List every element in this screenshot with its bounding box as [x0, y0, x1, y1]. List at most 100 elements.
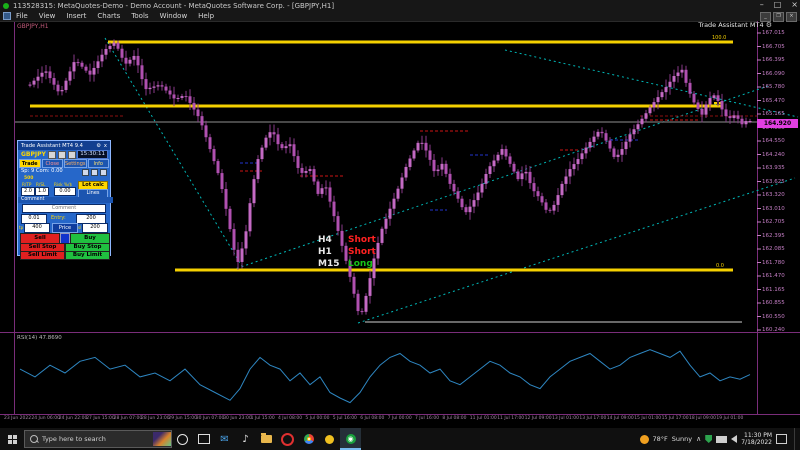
price-tick-label: 164.550	[762, 138, 785, 144]
sell-limit-button[interactable]: Sell Limit	[20, 251, 65, 260]
honeygain-icon[interactable]	[319, 428, 340, 450]
price-tick-label: 165.165	[762, 111, 785, 117]
comment-input[interactable]: Comment	[22, 204, 106, 213]
time-tick-label: 15 Jul 01:00	[634, 416, 662, 421]
panel-tab-settings[interactable]: Settings	[64, 159, 87, 168]
price-tick-label: 161.780	[762, 259, 785, 266]
chrome-icon[interactable]	[298, 428, 319, 450]
time-tick-label: 8 Jul 08:00	[442, 416, 467, 421]
time-tick-label: 13 Jul 01:00	[552, 416, 579, 421]
server-clock: 15:30:11	[77, 150, 108, 159]
rtp-field[interactable]: 2.0	[21, 187, 35, 196]
time-tick-label: 27 Jun 15:00	[86, 416, 115, 421]
gear-icon[interactable]: ⚙	[765, 21, 772, 29]
tray-chevron-icon[interactable]: ∧	[696, 435, 702, 443]
price-tick-label: 163.625	[762, 178, 785, 185]
fibo-0-label: 0.0	[716, 263, 724, 269]
rtp-label: R/TP	[22, 182, 32, 187]
menu-item-view[interactable]: View	[38, 12, 56, 20]
signal-row: M15 Long	[318, 258, 376, 270]
action-center-icon[interactable]	[776, 434, 787, 444]
screenshot-icon[interactable]	[82, 169, 89, 176]
symbol-list-button[interactable]	[67, 150, 76, 159]
panel-tab-trade[interactable]: Trade	[19, 159, 41, 168]
start-button[interactable]	[0, 428, 24, 450]
time-tick-label: 30 Jun 23:00	[223, 416, 252, 421]
search-highlight-thumbnail[interactable]	[153, 432, 171, 446]
maximize-icon[interactable]: □	[773, 0, 782, 9]
price-tick-label: 162.395	[762, 232, 785, 239]
calendar-icon[interactable]	[91, 169, 98, 176]
close-icon[interactable]: ×	[791, 0, 798, 9]
mail-icon[interactable]: ✉	[220, 433, 229, 445]
time-tick-label: 5 Jul 00:00	[305, 416, 330, 421]
time-tick-label: 28 Jun 07:00	[113, 416, 143, 421]
show-desktop-button[interactable]	[794, 428, 798, 450]
weather-temp[interactable]: 78°F	[652, 435, 668, 443]
battery-icon[interactable]	[716, 435, 728, 443]
opera-icon[interactable]	[277, 428, 298, 450]
menu-item-tools[interactable]: Tools	[131, 12, 149, 20]
panel-tab-info[interactable]: Info	[87, 159, 110, 168]
symbol-next-button[interactable]	[57, 150, 66, 159]
child-restore-icon[interactable]: ❐	[773, 12, 784, 22]
search-input[interactable]: Type here to search	[24, 430, 172, 448]
time-tick-label: 13 Jul 17:00	[579, 416, 607, 421]
chart-window-icon	[3, 12, 11, 20]
menu-item-insert[interactable]: Insert	[66, 12, 87, 20]
rsl-label: R/SL	[36, 182, 46, 187]
price-tick-label: 164.240	[762, 151, 785, 158]
cortana-icon[interactable]	[172, 428, 193, 450]
clock[interactable]: 11:30 PM 7/18/2022	[741, 432, 772, 446]
tp-field[interactable]: 400	[24, 223, 50, 233]
panel-header[interactable]: Trade Assistant MT4 9.4 ⚙ x	[18, 141, 110, 150]
panel-tab-close[interactable]: Close	[41, 159, 63, 168]
price-tick-label: 160.240	[762, 327, 785, 333]
time-tick-label: 11 Jul 01:00	[469, 416, 497, 421]
minimize-icon[interactable]: –	[759, 0, 764, 9]
menu-item-charts[interactable]: Charts	[97, 12, 121, 20]
price-button[interactable]: Price	[52, 223, 78, 233]
volume-icon[interactable]	[731, 435, 738, 443]
sl-field[interactable]: 200	[82, 223, 108, 233]
child-minimize-icon[interactable]: _	[760, 12, 771, 22]
time-tick-label: 24 Jun 22:00	[58, 416, 88, 421]
metatrader-icon[interactable]: ◉	[340, 428, 361, 450]
signal-direction: Short	[348, 235, 376, 245]
menu-item-help[interactable]: Help	[198, 12, 215, 20]
music-icon[interactable]: ♪	[242, 433, 249, 445]
task-view-icon[interactable]	[193, 428, 214, 450]
alert-icon[interactable]	[100, 169, 107, 176]
trade-assistant-overlay-label: Trade Assistant MT4 ⚙	[698, 21, 772, 29]
menu-item-file[interactable]: File	[16, 12, 28, 20]
time-tick-label: 24 Jun 06:00	[31, 416, 60, 421]
windows-logo-icon	[7, 434, 17, 444]
symbol-prev-button[interactable]	[47, 150, 56, 159]
menu-bar: File View Insert Charts Tools Window Help	[0, 11, 800, 21]
tp-label: tp	[19, 225, 24, 230]
price-tick-label: 161.165	[762, 286, 785, 293]
risk-field[interactable]: 0.00	[54, 187, 76, 196]
risk-label: Risk %/$	[54, 182, 73, 187]
menu-item-window[interactable]: Window	[159, 12, 188, 20]
price-tick-label: 161.470	[762, 273, 785, 279]
buy-limit-button[interactable]: Buy Limit	[65, 251, 110, 260]
panel-gear-icon[interactable]: ⚙	[96, 142, 101, 149]
weather-condition[interactable]: Sunny	[671, 435, 693, 443]
rsi-indicator-label: RSI(14) 47.8690	[17, 335, 62, 341]
security-shield-icon[interactable]	[705, 435, 713, 443]
signal-row: H1 Short	[318, 246, 376, 258]
entry-label: Entry:	[51, 215, 66, 221]
time-tick-label: 1 Jul 15:00	[250, 416, 275, 421]
panel-title: Trade Assistant MT4 9.4	[21, 142, 83, 149]
rsl-field[interactable]: 1.0	[35, 187, 49, 196]
time-tick-label: 7 Jul 16:00	[415, 416, 440, 421]
clock-time: 11:30 PM	[744, 432, 772, 439]
file-explorer-icon[interactable]	[256, 428, 277, 450]
current-price-tag: 164.920	[757, 119, 798, 128]
panel-close-icon[interactable]: x	[103, 142, 107, 149]
time-tick-label: 5 Jul 16:00	[332, 416, 357, 421]
title-bar: 113528315: MetaQuotes-Demo - Demo Accoun…	[0, 0, 800, 11]
child-close-icon[interactable]: ×	[786, 12, 797, 22]
